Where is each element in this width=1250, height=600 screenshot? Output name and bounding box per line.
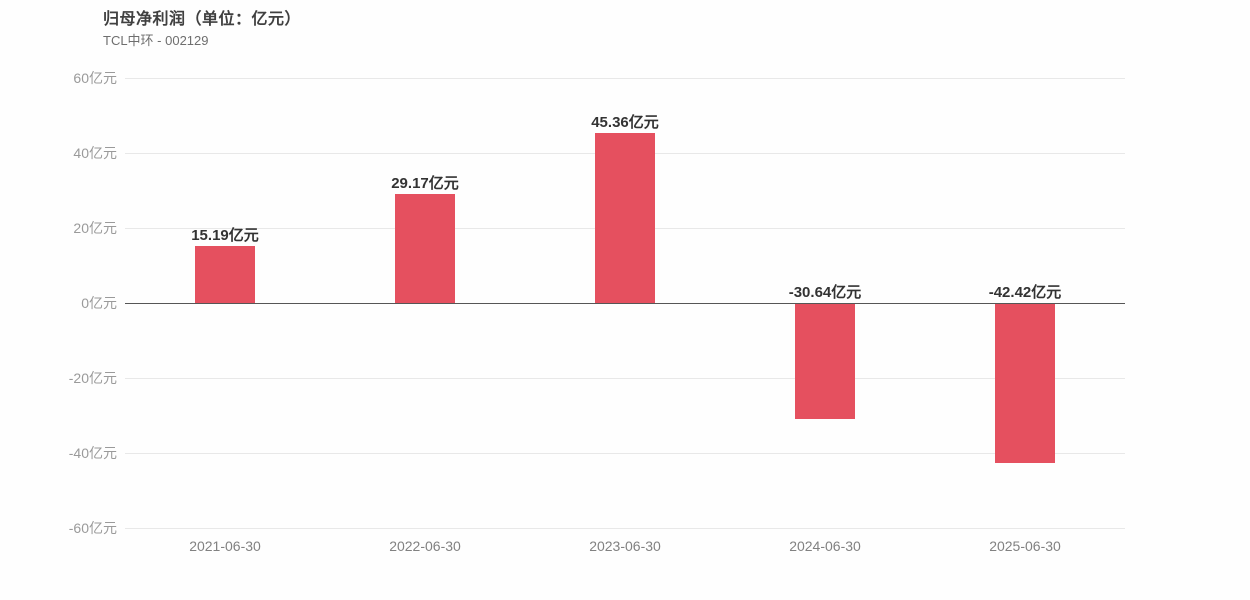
x-axis-tick-label: 2025-06-30 xyxy=(989,538,1061,554)
bar-2024-06-30 xyxy=(795,304,855,419)
x-axis-tick-label: 2023-06-30 xyxy=(589,538,661,554)
chart-title: 归母净利润（单位：亿元） xyxy=(103,11,302,28)
y-axis-tick-label: 20亿元 xyxy=(73,220,117,236)
bar-2025-06-30 xyxy=(995,304,1055,464)
gridline xyxy=(125,78,1125,79)
x-axis-tick-label: 2024-06-30 xyxy=(789,538,861,554)
bar-2021-06-30 xyxy=(195,246,255,303)
y-axis-tick-label: 40亿元 xyxy=(73,145,117,161)
bar-value-label: 15.19亿元 xyxy=(191,227,259,245)
bar-2023-06-30 xyxy=(595,132,655,303)
y-axis-tick-label: -20亿元 xyxy=(68,370,117,386)
bar-value-label: -42.42亿元 xyxy=(988,284,1062,301)
zero-axis-line xyxy=(125,303,1125,304)
x-axis-tick-label: 2022-06-30 xyxy=(389,538,461,554)
bar-value-label: 29.17亿元 xyxy=(391,174,459,192)
bar-value-label: -30.64亿元 xyxy=(788,284,862,301)
y-axis-tick-label: -40亿元 xyxy=(68,445,117,461)
y-axis-tick-label: 0亿元 xyxy=(81,295,117,311)
x-axis-tick-label: 2021-06-30 xyxy=(189,538,261,554)
chart-subtitle: TCL中环 - 002129 xyxy=(103,33,209,48)
bar-2022-06-30 xyxy=(395,193,455,303)
y-axis-tick-label: 60亿元 xyxy=(73,70,117,86)
gridline xyxy=(125,378,1125,379)
gridline xyxy=(125,453,1125,454)
y-axis-tick-label: -60亿元 xyxy=(68,520,117,536)
gridline xyxy=(125,528,1125,529)
bar-value-label: 45.36亿元 xyxy=(591,113,659,131)
